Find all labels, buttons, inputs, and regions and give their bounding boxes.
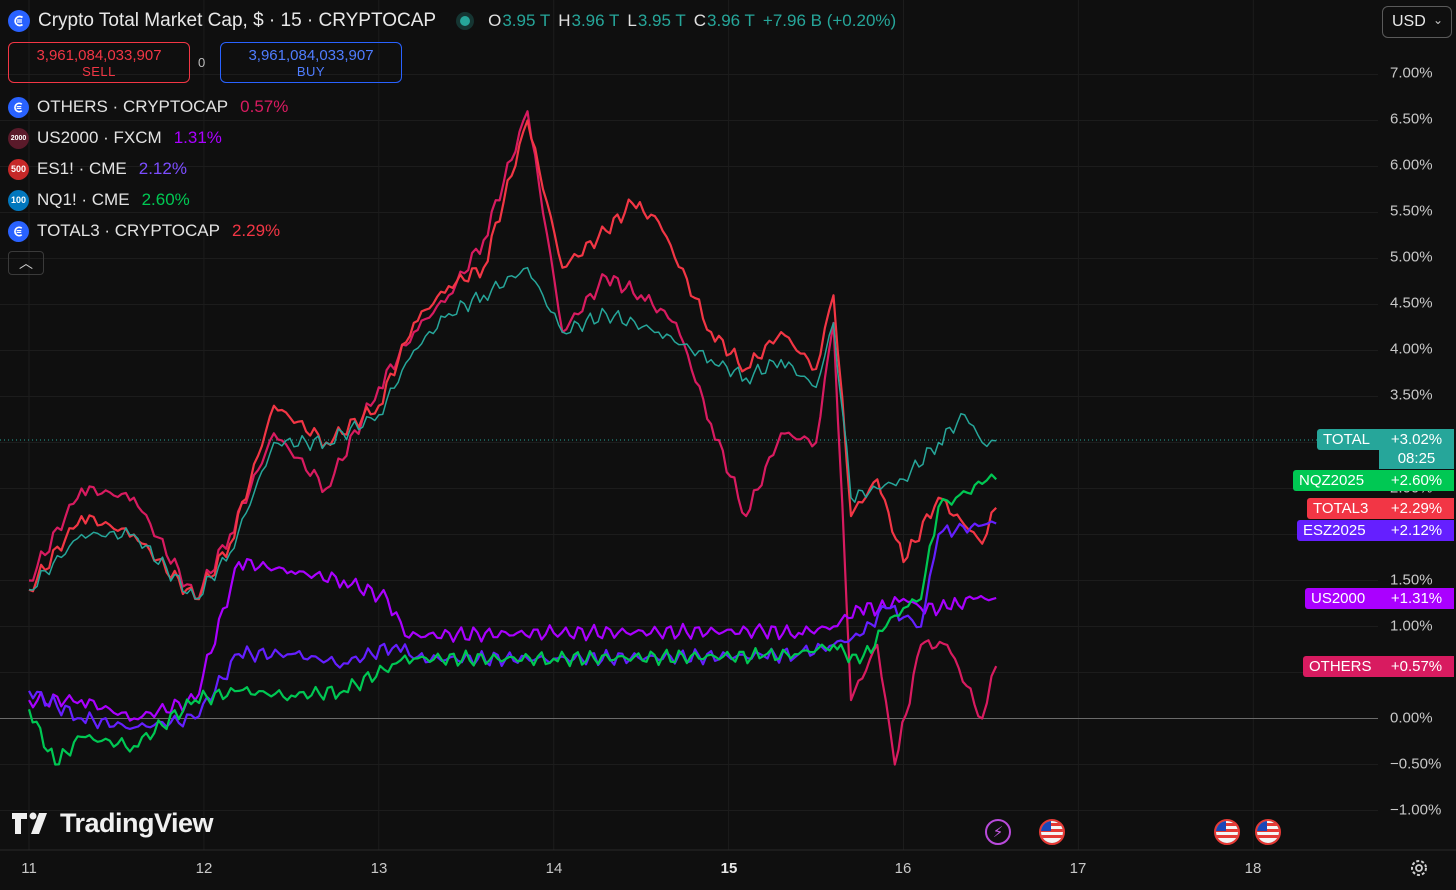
x-axis-label: 18 [1244,860,1262,877]
x-axis-label: 15 [720,860,738,877]
us2000-logo-icon: 2000 [8,127,29,149]
sell-price: 3,961,084,033,907 [36,47,162,64]
price-tag-others-value: +0.57% [1379,656,1454,677]
legend-label: NQ1! · CME [37,190,130,209]
price-tag-total3-name: TOTAL3 [1307,498,1379,519]
chevron-up-icon: ︿ [19,255,33,271]
symbol-title[interactable]: Crypto Total Market Cap, $ · 15 · CRYPTO… [38,10,437,31]
price-tag-total3-value: +2.29% [1379,498,1454,519]
cryptocap-logo-icon [8,96,29,118]
y-axis-label: 3.50% [1390,386,1433,404]
currency-value: USD [1392,13,1426,30]
y-axis-label: 6.00% [1390,156,1433,174]
price-tag-nq-name: NQZ2025 [1293,470,1379,491]
ohlc-close-key: C [693,11,707,30]
ohlc-change: +7.96 B (+0.20%) [762,11,897,30]
x-axis-label: 12 [195,860,213,877]
buy-label: BUY [296,64,326,79]
chevron-down-icon: ⌄ [1432,13,1443,27]
us-flag-event-icon[interactable] [1039,819,1065,845]
cryptocap-logo-icon [8,220,29,242]
legend-pct: 1.31% [173,128,222,147]
tradingview-logo[interactable]: TradingView [12,808,214,839]
y-axis-label: 6.50% [1390,110,1433,128]
flash-event-icon[interactable]: ⚡ [985,819,1011,845]
legend-pct: 2.60% [141,190,190,209]
legend-item-nq1[interactable]: 100 NQ1! · CME 2.60% [8,189,190,211]
nasdaq100-logo-icon: 100 [8,189,29,211]
ohlc-low-key: L [627,11,637,30]
x-axis-label: 16 [894,860,912,877]
buy-price: 3,961,084,033,907 [248,47,374,64]
legend-collapse-button[interactable]: ︿ [8,251,44,275]
sell-button[interactable]: 3,961,084,033,907 SELL [8,42,190,83]
us-flag-event-icon[interactable] [1214,819,1240,845]
sp500-logo-icon: 500 [8,158,29,180]
y-axis-label: 1.50% [1390,571,1433,589]
ohlc-values: O3.95 T H3.96 T L3.95 T C3.96 T +7.96 B … [488,11,896,31]
legend-pct: 2.29% [231,221,281,240]
legend-item-us2000[interactable]: 2000 US2000 · FXCM 1.31% [8,127,222,149]
series-layer [27,110,998,766]
y-axis-label: 4.50% [1390,294,1433,312]
spread-value: 0 [198,55,206,70]
y-axis-label: 5.50% [1390,202,1433,220]
legend-item-others[interactable]: OTHERS · CRYPTOCAP 0.57% [8,96,288,118]
price-tag-nq-value: +2.60% [1379,470,1454,491]
series-line-nqz2025[interactable] [27,473,997,766]
legend-pct: 0.57% [240,97,289,116]
x-axis-label: 13 [370,860,388,877]
y-axis-label: 5.00% [1390,248,1433,266]
price-tag-es-value: +2.12% [1379,520,1454,541]
legend-label: ES1! · CME [37,159,127,178]
y-axis-label: 0.00% [1390,709,1433,727]
legend-label: US2000 · FXCM [37,128,162,147]
y-axis-label: 4.00% [1390,340,1433,358]
y-axis-label: −0.50% [1390,755,1442,773]
bar-countdown: 08:25 [1397,450,1436,467]
y-axis-label: 1.00% [1390,617,1433,635]
price-tag-es-name: ESZ2025 [1297,520,1379,541]
ohlc-open-key: O [488,11,502,30]
ohlc-low-value: 3.95 T [637,11,686,30]
legend-item-total3[interactable]: TOTAL3 · CRYPTOCAP 2.29% [8,220,280,242]
chart-grid [0,0,1378,850]
logo-text: TradingView [60,808,214,838]
price-tag-total-name: TOTAL [1317,429,1379,450]
price-tag-us2000-value: +1.31% [1379,588,1454,609]
market-open-status-icon [460,16,471,26]
buy-button[interactable]: 3,961,084,033,907 BUY [220,42,402,83]
x-axis-label: 11 [21,860,37,877]
legend-item-es1[interactable]: 500 ES1! · CME 2.12% [8,158,187,180]
price-tag-total-value: +3.02% 08:25 [1379,429,1454,469]
ohlc-open-value: 3.95 T [502,11,551,30]
ohlc-high-key: H [558,11,571,30]
legend-label: OTHERS · CRYPTOCAP [37,97,229,116]
chart-settings-gear-icon[interactable] [1408,857,1430,879]
x-axis-label: 17 [1069,860,1087,877]
legend-pct: 2.12% [138,159,187,178]
y-axis-label: −1.00% [1390,801,1442,819]
tradingview-logo-icon [12,811,52,837]
us-flag-event-icon[interactable] [1255,819,1281,845]
ohlc-close-value: 3.96 T [707,11,755,30]
legend-label: TOTAL3 · CRYPTOCAP [37,221,220,240]
series-line-total[interactable] [28,266,997,600]
cryptocap-logo-icon [8,10,30,32]
ohlc-high-value: 3.96 T [571,11,620,30]
price-tag-us2000-name: US2000 [1305,588,1379,609]
sell-label: SELL [82,64,116,79]
total-change: +3.02% [1390,431,1443,448]
symbol-header[interactable]: Crypto Total Market Cap, $ · 15 · CRYPTO… [8,8,896,34]
series-line-us2000[interactable] [28,558,997,722]
currency-select[interactable]: USD ⌄ [1382,6,1452,38]
x-axis-label: 14 [545,860,563,877]
y-axis-label: 7.00% [1390,64,1433,82]
price-tag-others-name: OTHERS [1303,656,1379,677]
